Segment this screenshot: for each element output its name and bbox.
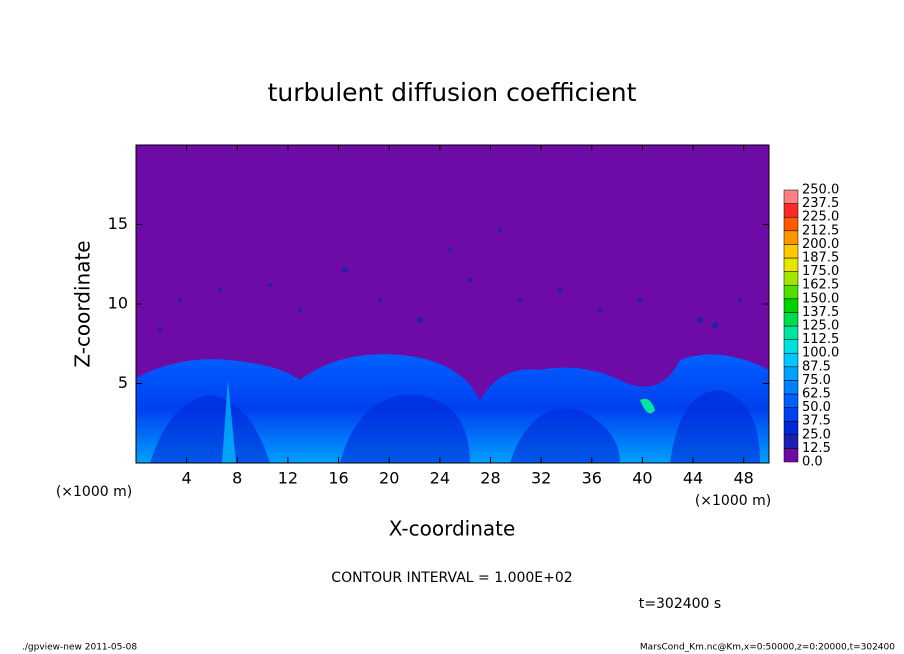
x-tick-label: 20	[379, 469, 399, 488]
annotation: t=302400 s	[639, 596, 721, 612]
colorbar-cell	[783, 298, 799, 313]
x-tick-label: 36	[582, 469, 602, 488]
colorbar-cell	[783, 420, 799, 436]
colorbar-label: 162.5	[802, 278, 839, 293]
x-unit: (×1000 m)	[695, 493, 771, 509]
colorbar-label: 175.0	[802, 264, 839, 279]
chart-title: turbulent diffusion coefficient	[268, 78, 637, 107]
colorbar-label: 187.5	[802, 251, 839, 266]
x-tick-label: 12	[278, 469, 298, 488]
footer: ./gpview-new 2011-05-08	[22, 643, 137, 653]
y-tick-label: 5	[118, 373, 128, 392]
colorbar-cell	[783, 230, 799, 245]
x-tick-label: 32	[531, 469, 551, 488]
colorbar-label: 100.0	[802, 346, 839, 361]
colorbar-cell	[783, 203, 799, 218]
colorbar-cell	[783, 325, 799, 340]
x-tick-label: 4	[182, 469, 192, 488]
x-tick-label: 24	[430, 469, 450, 488]
x-axis-label: X-coordinate	[389, 517, 516, 541]
y-tick-label: 10	[108, 294, 128, 313]
x-tick-label: 48	[734, 469, 754, 488]
x-tick-label: 40	[632, 469, 652, 488]
colorbar-cell	[783, 189, 799, 204]
colorbar-label: 112.5	[802, 332, 839, 347]
colorbar-cell	[783, 380, 799, 395]
colorbar-label: 75.0	[802, 373, 831, 388]
colorbar-label: 12.5	[802, 441, 831, 456]
annotation: CONTOUR INTERVAL = 1.000E+02	[331, 570, 572, 586]
colorbar-cell	[783, 271, 799, 286]
footer: MarsCond_Km.nc@Km,x=0:50000,z=0:20000,t=…	[640, 643, 895, 653]
x-unit: (×1000 m)	[56, 484, 132, 500]
colorbar-cell	[783, 284, 799, 300]
x-tick-label: 16	[328, 469, 348, 488]
colorbar-cell	[783, 434, 799, 449]
x-tick-label: 28	[480, 469, 500, 488]
colorbar-label: 0.0	[802, 455, 823, 470]
x-tick-label: 8	[232, 469, 242, 488]
y-tick-label: 15	[108, 214, 128, 233]
colorbar-label: 250.0	[802, 183, 839, 198]
colorbar-cell	[783, 407, 799, 422]
colorbar-cell	[783, 312, 799, 327]
colorbar-label: 150.0	[802, 291, 839, 306]
y-axis-label: Z-coordinate	[71, 240, 95, 367]
colorbar-label: 125.0	[802, 319, 839, 334]
colorbar-label: 237.5	[802, 196, 839, 211]
colorbar-label: 212.5	[802, 223, 839, 238]
colorbar-label: 62.5	[802, 387, 831, 402]
colorbar-label: 25.0	[802, 427, 831, 442]
colorbar-label: 50.0	[802, 400, 831, 415]
x-tick-label: 44	[683, 469, 703, 488]
field	[136, 145, 769, 463]
colorbar-label: 225.0	[802, 210, 839, 225]
colorbar-cell	[783, 244, 799, 259]
colorbar-cell	[783, 339, 799, 354]
colorbar-label: 137.5	[802, 305, 839, 320]
colorbar-cell	[783, 448, 799, 463]
colorbar-cell	[783, 216, 799, 232]
colorbar-cell	[783, 352, 799, 368]
colorbar-cell	[783, 257, 799, 272]
colorbar-label: 200.0	[802, 237, 839, 252]
colorbar-label: 87.5	[802, 359, 831, 374]
colorbar-cell	[783, 393, 799, 408]
colorbar-cell	[783, 366, 799, 381]
colorbar-label: 37.5	[802, 414, 831, 429]
